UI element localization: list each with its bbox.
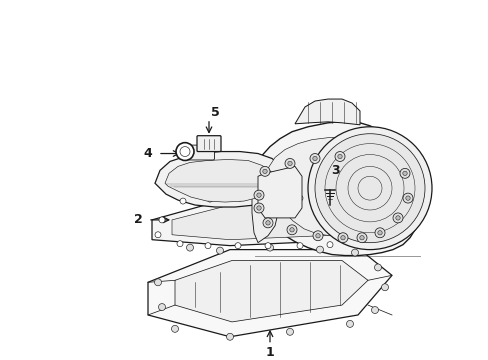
Circle shape: [307, 127, 431, 249]
Text: 2: 2: [133, 213, 142, 226]
Circle shape: [180, 147, 190, 157]
Circle shape: [226, 333, 233, 340]
Circle shape: [356, 233, 366, 243]
Circle shape: [326, 242, 332, 248]
Circle shape: [337, 154, 342, 159]
Circle shape: [287, 161, 292, 166]
Circle shape: [346, 320, 353, 327]
Circle shape: [374, 264, 381, 271]
Circle shape: [265, 221, 270, 225]
Circle shape: [378, 225, 384, 231]
Circle shape: [286, 225, 296, 235]
Circle shape: [402, 193, 412, 203]
Circle shape: [348, 201, 354, 207]
Circle shape: [296, 195, 303, 201]
Circle shape: [216, 247, 223, 254]
Circle shape: [340, 235, 345, 240]
Circle shape: [309, 153, 319, 163]
FancyBboxPatch shape: [183, 145, 214, 160]
Circle shape: [266, 244, 273, 251]
Circle shape: [260, 166, 269, 176]
Circle shape: [154, 279, 161, 286]
Circle shape: [186, 244, 193, 251]
Circle shape: [289, 228, 294, 232]
Circle shape: [312, 156, 317, 161]
Polygon shape: [175, 261, 367, 322]
Circle shape: [176, 143, 194, 161]
Circle shape: [374, 228, 384, 238]
Circle shape: [253, 190, 264, 200]
Circle shape: [395, 216, 399, 220]
Circle shape: [171, 325, 178, 332]
Circle shape: [392, 213, 402, 223]
Circle shape: [253, 203, 264, 213]
Circle shape: [312, 231, 323, 241]
Circle shape: [402, 171, 407, 176]
Circle shape: [262, 169, 266, 174]
Circle shape: [296, 243, 303, 249]
Circle shape: [381, 284, 387, 291]
Polygon shape: [251, 168, 278, 243]
Circle shape: [285, 158, 294, 168]
Circle shape: [377, 231, 382, 235]
Circle shape: [359, 235, 364, 240]
Circle shape: [204, 243, 210, 249]
Circle shape: [159, 217, 164, 223]
Circle shape: [325, 196, 330, 202]
Circle shape: [237, 195, 243, 201]
Text: 1: 1: [265, 346, 274, 359]
Circle shape: [256, 206, 261, 210]
Text: 5: 5: [210, 107, 219, 120]
Text: 4: 4: [143, 147, 152, 160]
Circle shape: [356, 236, 362, 242]
Polygon shape: [148, 249, 391, 337]
Circle shape: [256, 193, 261, 197]
Circle shape: [399, 168, 409, 178]
Circle shape: [263, 218, 272, 228]
Circle shape: [264, 243, 270, 249]
Polygon shape: [251, 122, 421, 256]
Circle shape: [235, 243, 241, 249]
Circle shape: [405, 196, 409, 200]
Polygon shape: [164, 159, 274, 202]
Polygon shape: [155, 152, 287, 207]
Polygon shape: [172, 205, 369, 240]
Circle shape: [372, 210, 378, 216]
Circle shape: [177, 241, 183, 247]
Circle shape: [316, 246, 323, 253]
Polygon shape: [294, 99, 359, 125]
Circle shape: [315, 234, 320, 238]
Circle shape: [334, 152, 345, 161]
Text: 3: 3: [330, 164, 339, 177]
Circle shape: [266, 195, 272, 201]
Polygon shape: [267, 138, 395, 236]
Circle shape: [180, 198, 185, 204]
Circle shape: [206, 196, 213, 202]
FancyBboxPatch shape: [197, 136, 221, 152]
Circle shape: [314, 134, 424, 243]
Circle shape: [337, 233, 347, 243]
Polygon shape: [258, 166, 302, 218]
Polygon shape: [152, 198, 387, 246]
Circle shape: [155, 232, 161, 238]
Circle shape: [371, 307, 378, 314]
Circle shape: [158, 303, 165, 311]
Circle shape: [286, 328, 293, 335]
Circle shape: [351, 249, 358, 256]
